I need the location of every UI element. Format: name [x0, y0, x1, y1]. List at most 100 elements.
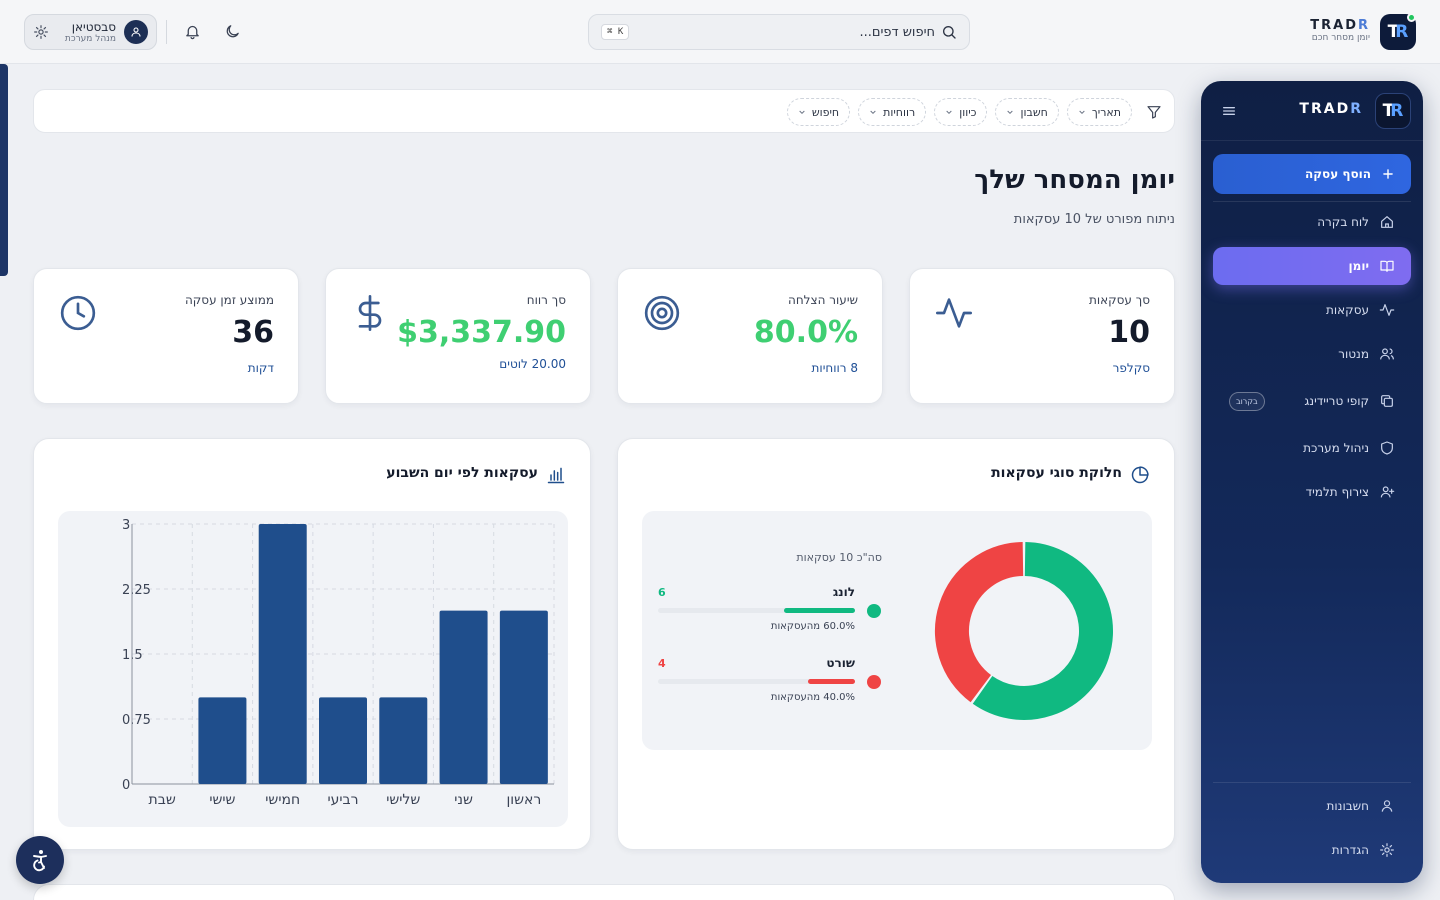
search-placeholder: חיפוש דפים... — [859, 24, 935, 40]
stat-value: 80.0% — [753, 315, 858, 350]
sidebar-item-admin[interactable]: ניהול מערכת — [1213, 429, 1411, 467]
sidebar-item-accounts[interactable]: חשבונות — [1213, 787, 1411, 825]
accessibility-icon — [33, 850, 47, 872]
x-tick-label: שישי — [209, 792, 235, 808]
sidebar-divider — [1213, 201, 1411, 202]
legend-count: 6 — [658, 586, 666, 599]
brand-text: TRADR יומן מסחר חכם — [1310, 18, 1370, 43]
x-tick-label: שלישי — [386, 792, 420, 808]
stat-value: 10 — [1108, 315, 1150, 350]
legend-label: לונג — [832, 585, 855, 599]
filter-search[interactable]: חיפוש — [786, 98, 851, 126]
sidebar-item-copy-trading[interactable]: קופי טריידינג בקרוב — [1213, 382, 1411, 420]
coming-soon-badge: בקרוב — [1229, 391, 1265, 411]
x-tick-label: שבת — [149, 792, 176, 808]
add-trade-button[interactable]: הוסף עסקה — [1213, 154, 1411, 194]
sidebar-brand-name: TRADR — [1299, 101, 1363, 117]
online-status-dot — [1407, 13, 1416, 22]
stat-title: סך עסקאות — [1088, 293, 1150, 307]
users-icon — [1380, 348, 1394, 360]
avatar — [124, 20, 148, 44]
home-icon — [1381, 216, 1393, 228]
stat-card-total-profit: סך רווח $3,337.90 20.00 לוטים — [325, 268, 591, 404]
filter-account[interactable]: חשבון — [995, 98, 1059, 126]
donut-slice-long[interactable] — [972, 542, 1113, 720]
y-tick-label: 0 — [122, 778, 130, 793]
filter-profitability[interactable]: רווחיות — [858, 98, 927, 126]
activity-icon — [1379, 304, 1395, 316]
user-icon — [131, 27, 141, 37]
page-title: יומן המסחר שלך — [974, 165, 1175, 195]
chevron-down-icon — [946, 110, 952, 115]
moon-icon[interactable] — [224, 23, 241, 40]
search-input[interactable]: חיפוש דפים... ⌘ K — [588, 14, 970, 50]
stat-title: ממוצע זמן עסקה — [184, 293, 274, 307]
accessibility-button[interactable] — [16, 836, 64, 884]
brand-name: TRADR — [1310, 18, 1370, 33]
gear-icon[interactable] — [33, 24, 49, 40]
menu-icon[interactable] — [1221, 103, 1237, 119]
sidebar-item-trades[interactable]: עסקאות — [1213, 291, 1411, 329]
sidebar-item-settings[interactable]: הגדרות — [1213, 831, 1411, 869]
sidebar-item-mentor[interactable]: מנטור — [1213, 335, 1411, 373]
logo-letter-t: T — [1387, 22, 1400, 42]
stat-title: שיעור הצלחה — [787, 293, 858, 307]
sidebar-item-dashboard[interactable]: לוח בקרה — [1213, 203, 1411, 241]
user-icon — [1381, 800, 1393, 812]
plus-icon — [1383, 169, 1393, 179]
chevron-down-icon — [1007, 110, 1014, 115]
stat-card-total-trades: סך עסקאות 10 סקלפר — [909, 268, 1175, 404]
book-icon — [1380, 260, 1394, 272]
stat-value: $3,337.90 — [397, 315, 566, 350]
topbar-divider — [166, 20, 167, 44]
activity-icon — [936, 298, 972, 328]
bar[interactable] — [499, 610, 548, 784]
legend-label: שורט — [826, 656, 855, 670]
filter-date[interactable]: תאריך — [1066, 98, 1132, 126]
stat-subtext: 20.00 לוטים — [499, 357, 566, 371]
legend-item-short: שורט 4 40.0% מהעסקאות — [642, 654, 882, 714]
pie-chart-icon — [1131, 466, 1149, 484]
y-tick-label: 3 — [122, 518, 130, 533]
add-trade-label: הוסף עסקה — [1304, 167, 1371, 181]
x-tick-label: שני — [454, 792, 473, 808]
bar-chart: 00.751.52.253ראשוןשנישלישירביעיחמישישישי… — [122, 518, 555, 808]
bell-icon[interactable] — [184, 23, 201, 40]
card-title: עסקאות לפי יום השבוע — [386, 465, 538, 481]
sidebar-item-label: חשבונות — [1326, 799, 1369, 813]
bar[interactable] — [258, 524, 307, 784]
copy-icon — [1381, 395, 1393, 407]
bar[interactable] — [439, 610, 488, 784]
bar[interactable] — [198, 697, 247, 784]
filter-icon[interactable] — [1146, 104, 1162, 120]
sidebar-item-label: הגדרות — [1331, 843, 1369, 857]
x-tick-label: חמישי — [265, 792, 300, 808]
legend-item-long: לונג 6 60.0% מהעסקאות — [642, 583, 882, 643]
dollar-icon — [358, 295, 382, 331]
donut-slice-short[interactable] — [935, 542, 1024, 703]
shield-icon — [1381, 441, 1393, 455]
stat-title: סך רווח — [526, 293, 566, 307]
search-shortcut-badge: ⌘ K — [601, 24, 630, 40]
sidebar-item-add-student[interactable]: צירוף תלמיד — [1213, 473, 1411, 511]
user-menu[interactable]: סבסטיאן מנהל מערכת — [24, 14, 157, 50]
chevron-down-icon — [799, 110, 805, 115]
legend-bar-track — [658, 608, 855, 613]
filter-direction[interactable]: כיוון — [934, 98, 988, 126]
stat-card-avg-duration: ממוצע זמן עסקה 36 דקות — [33, 268, 299, 404]
sidebar-item-journal[interactable]: יומן — [1213, 247, 1411, 285]
legend-percent: 40.0% מהעסקאות — [770, 692, 855, 703]
scroll-indicator[interactable] — [0, 64, 8, 276]
sidebar-bottom-divider — [1213, 782, 1411, 783]
bar-chart-panel: 0 0.75 1.5 2.25 3 ראשון שני שלישי רביעי חמישי שישי… — [58, 511, 568, 827]
legend-bar-fill-short — [807, 679, 855, 684]
bar[interactable] — [379, 697, 428, 784]
stat-subtext: סקלפר — [1112, 361, 1150, 375]
bar[interactable] — [319, 697, 367, 784]
legend-dot-short — [867, 675, 881, 689]
donut-panel: סה"כ 10 עסקאות לונג 6 60.0% מהעסקאות שור… — [642, 511, 1152, 750]
x-tick-label: ראשון — [506, 792, 541, 808]
